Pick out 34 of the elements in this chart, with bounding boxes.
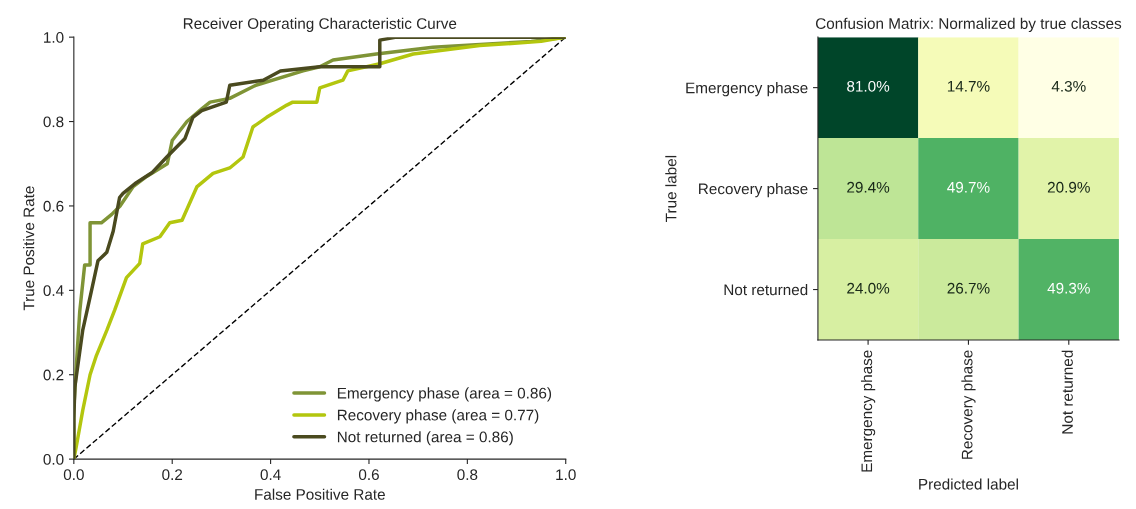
- y-tick-label: Recovery phase: [699, 183, 808, 198]
- x-axis-title: False Positive Rate: [255, 488, 385, 500]
- data-label: 14.7%: [947, 80, 990, 92]
- y-tick-label: 1.0: [44, 32, 64, 43]
- chart-title: Confusion Matrix: Normalized by true classes: [815, 17, 1122, 32]
- legend-label: Emergency phase (area = 0.86): [337, 387, 552, 402]
- x-tick-label: Not returned: [1061, 350, 1073, 434]
- legend-label: Recovery phase (area = 0.77): [337, 409, 539, 424]
- y-tick-label: 0.2: [43, 369, 64, 381]
- y-axis-title: True label: [665, 155, 677, 222]
- y-tick-label: Emergency phase: [686, 82, 808, 97]
- y-tick-label: Not returned: [724, 284, 808, 296]
- x-tick-label: 0.2: [162, 469, 183, 481]
- data-label: 29.4%: [847, 181, 890, 193]
- data-label: 4.3%: [1051, 80, 1086, 92]
- y-tick-label: 0.6: [43, 200, 64, 212]
- data-label: 49.7%: [947, 181, 990, 193]
- x-tick-label: 0.4: [260, 469, 281, 481]
- data-label: 81.0%: [847, 80, 890, 92]
- legend-label: Not returned (area = 0.86): [337, 431, 513, 446]
- data-label: 49.3%: [1047, 282, 1090, 294]
- x-axis-title: Predicted label: [919, 478, 1018, 490]
- y-tick-label: 0.8: [43, 116, 64, 128]
- y-axis-title: True Positive Rate: [23, 186, 35, 311]
- y-tick-label: 0.4: [43, 285, 64, 297]
- data-label: 20.9%: [1047, 181, 1090, 193]
- x-tick-label: 0.0: [63, 469, 84, 481]
- x-tick-label: 1.0: [556, 469, 576, 481]
- x-tick-label: 0.6: [358, 469, 379, 481]
- data-label: 24.0%: [847, 282, 890, 294]
- x-tick-label: Recovery phase: [961, 350, 976, 459]
- data-label: 26.7%: [947, 282, 990, 294]
- x-tick-label: 0.8: [457, 469, 478, 481]
- chart-title: Receiver Operating Characteristic Curve: [183, 17, 457, 32]
